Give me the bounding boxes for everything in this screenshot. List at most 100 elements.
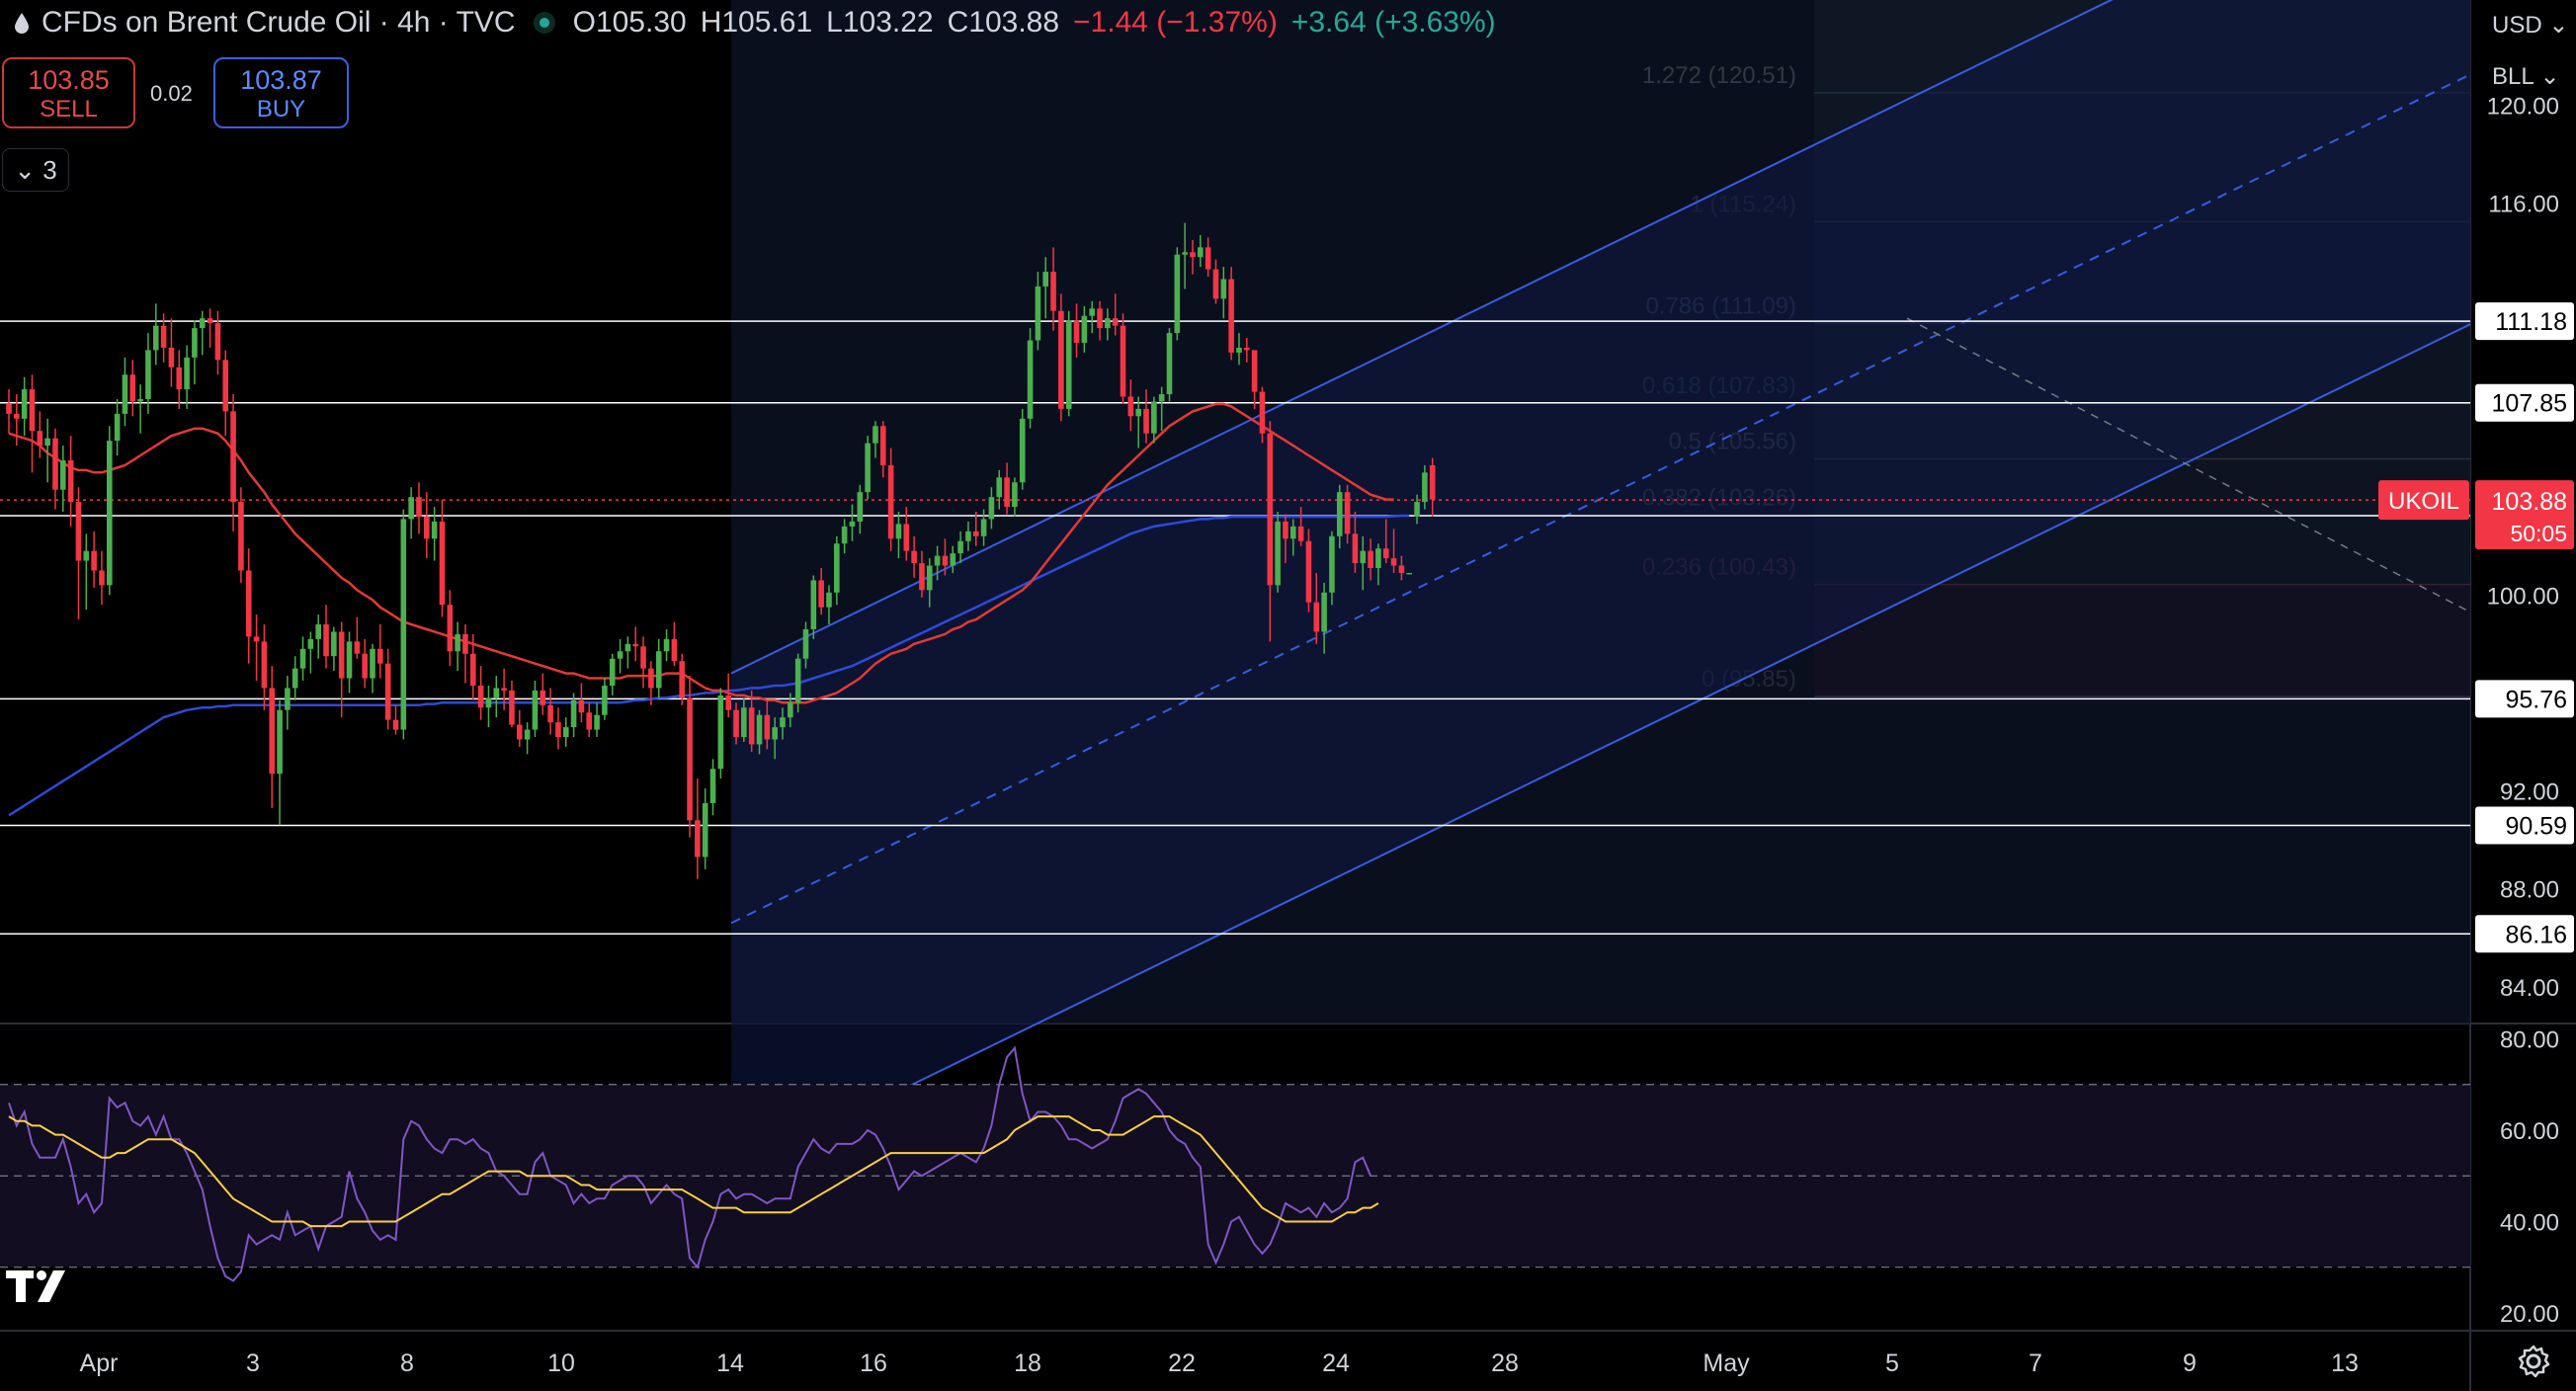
candle-body	[1429, 464, 1436, 500]
time-axis: Apr 3 8 10 14 16 18 22 24 28 May 5 7 9 13	[80, 1350, 2359, 1377]
time-tick-label: 7	[2029, 1350, 2042, 1377]
candle-body	[972, 531, 979, 536]
candle-body	[447, 605, 454, 652]
candle-body	[106, 441, 113, 586]
candle-body	[60, 459, 66, 490]
candle-body	[269, 688, 276, 775]
candle-body	[1065, 320, 1072, 409]
price-tick-label: 84.00	[2500, 975, 2559, 1002]
candle-body	[586, 712, 593, 730]
candle-body	[640, 646, 646, 669]
candle-body	[1283, 521, 1288, 539]
candle-body	[145, 350, 151, 399]
candle-body	[67, 459, 74, 503]
candle-body	[655, 651, 662, 689]
sell-button[interactable]: 103.85 SELL	[2, 57, 135, 128]
candle-body	[988, 497, 995, 520]
candle-body	[392, 719, 399, 730]
rsi-tick-label: 20.00	[2500, 1301, 2559, 1328]
candle-body	[602, 685, 608, 715]
tradingview-logo-icon[interactable]	[4, 1267, 75, 1306]
time-tick-label: 14	[716, 1350, 744, 1377]
candle-body	[709, 769, 716, 803]
regression-channel	[0, 0, 2471, 1174]
candle-body	[1198, 247, 1204, 258]
candle-body	[1259, 391, 1266, 434]
channel-lower-line	[888, 323, 2471, 1097]
candle-body	[725, 695, 731, 710]
candle-body	[1035, 286, 1041, 341]
indicators-toggle-button[interactable]: ⌄ 3	[2, 148, 69, 192]
buy-button[interactable]: 103.87 BUY	[213, 57, 349, 128]
unit-button[interactable]: BLL ⌄	[2478, 51, 2576, 103]
candle-body	[501, 688, 507, 691]
symbol-title[interactable]: CFDs on Brent Crude Oil · 4h · TVC	[42, 6, 516, 39]
candle-body	[873, 426, 878, 444]
candle-body	[431, 521, 438, 539]
candle-body	[1360, 550, 1367, 564]
candle-body	[834, 543, 840, 593]
change-value: −1.44 (−1.37%)	[1073, 6, 1278, 39]
candle-body	[354, 641, 361, 654]
level-price-tag	[2475, 302, 2574, 341]
candle-body	[1182, 252, 1188, 255]
candle-body	[794, 658, 801, 703]
candle-body	[780, 717, 786, 728]
channel-median-line	[730, 73, 2471, 925]
currency-button[interactable]: USD ⌄	[2478, 0, 2576, 51]
level-price-tag	[2475, 915, 2574, 953]
candle-body	[1406, 572, 1413, 575]
candle-body	[1329, 535, 1335, 593]
candle-body	[285, 688, 291, 710]
candle-body	[594, 714, 600, 730]
level-price-tag	[2475, 806, 2574, 845]
chart-header: CFDs on Brent Crude Oil · 4h · TVC O 105.…	[0, 0, 1496, 45]
candle-body	[887, 464, 894, 539]
time-tick-label: Apr	[80, 1350, 119, 1377]
change-value-2: +3.64 (+3.63%)	[1290, 6, 1496, 39]
candle-body	[632, 643, 639, 647]
candle-body	[1220, 279, 1227, 299]
candle-body	[1275, 521, 1281, 586]
rsi-tick-label: 60.00	[2500, 1118, 2559, 1145]
candle-body	[532, 690, 539, 730]
candle-body	[91, 550, 97, 571]
candle-body	[578, 699, 585, 713]
candle-body	[609, 658, 616, 686]
candle-body	[1120, 325, 1126, 397]
settings-gear-icon[interactable]	[2516, 1344, 2551, 1379]
candle-body	[1390, 558, 1397, 566]
price-tick-label: 116.00	[2488, 192, 2559, 218]
candle-body	[980, 519, 987, 536]
currency-label: USD	[2492, 12, 2542, 39]
candle-body	[772, 727, 778, 740]
candle-body	[439, 521, 446, 606]
candle-body	[617, 651, 623, 659]
candle-body	[1143, 408, 1149, 434]
candle-body	[1267, 433, 1274, 586]
candle-body	[1382, 548, 1389, 559]
candle-body	[1058, 310, 1064, 409]
candle-body	[192, 328, 198, 358]
candle-body	[184, 357, 190, 390]
candle-body	[346, 641, 353, 679]
candle-body	[424, 516, 430, 539]
candle-body	[648, 668, 654, 689]
high-value: 105.61	[721, 6, 813, 39]
buy-label: BUY	[256, 96, 306, 123]
last-price-label: 103.88	[2492, 488, 2567, 516]
buy-price: 103.87	[240, 65, 322, 95]
level-price-label: 86.16	[2505, 921, 2567, 948]
trend-line	[1906, 317, 2471, 614]
candle-body	[1127, 396, 1134, 417]
candle-body	[741, 707, 747, 738]
candle-body	[926, 565, 933, 591]
candle-body	[911, 550, 917, 564]
time-tick-label: 18	[1014, 1350, 1041, 1377]
candle-body	[245, 570, 252, 637]
candle-body	[37, 431, 43, 447]
time-tick-label: 24	[1322, 1350, 1350, 1377]
candle-body	[477, 685, 484, 708]
candle-body	[370, 648, 375, 679]
